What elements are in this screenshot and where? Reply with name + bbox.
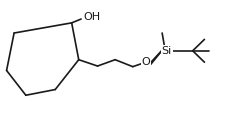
Text: Si: Si [162, 46, 172, 56]
Text: O: O [141, 57, 150, 67]
Text: OH: OH [83, 12, 101, 21]
